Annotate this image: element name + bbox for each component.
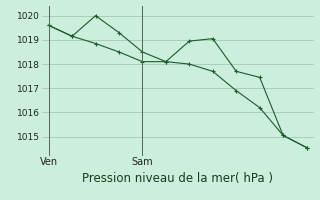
X-axis label: Pression niveau de la mer( hPa ): Pression niveau de la mer( hPa )	[82, 172, 273, 185]
